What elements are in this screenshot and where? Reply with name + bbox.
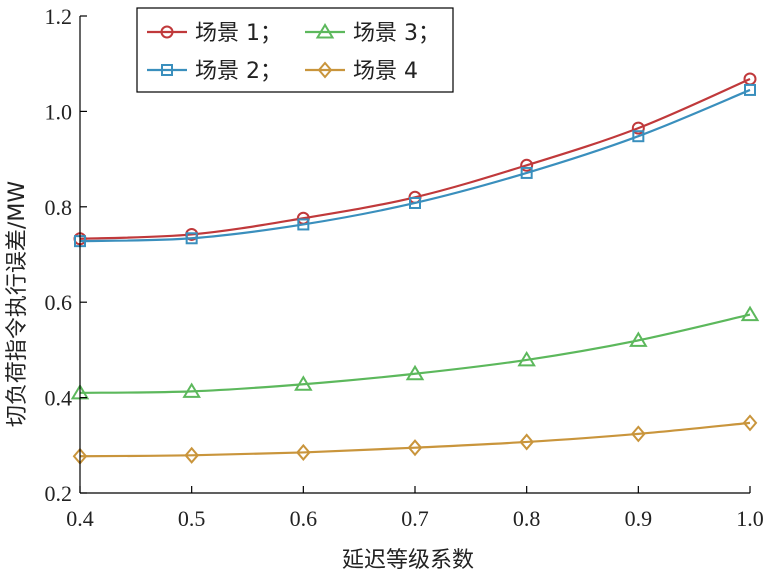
legend-item: 场景 4	[305, 59, 418, 84]
plot-area	[70, 72, 760, 465]
legend-label: 场景 4	[353, 59, 418, 84]
x-tick-label: 0.9	[625, 506, 653, 531]
data-point-diamond	[519, 433, 534, 451]
legend-marker-circle	[160, 25, 174, 39]
data-point-triangle	[629, 331, 648, 347]
axes: 0.4 0.5 0.6 0.7 0.8 0.9 1.00.20.40.60.81.01.2	[45, 4, 764, 531]
y-tick-label: 0.2	[45, 481, 73, 506]
legend-box	[136, 7, 454, 93]
y-axis-title: 切负荷指令执行误差/MW	[5, 181, 30, 427]
data-point-triangle	[405, 364, 425, 381]
series-2	[74, 83, 756, 248]
legend-label: 场景 1；	[195, 21, 282, 46]
data-point-triangle	[740, 305, 760, 322]
x-tick-label: 0.4	[66, 506, 94, 531]
data-point-diamond	[296, 443, 311, 461]
legend-label: 场景 2；	[195, 59, 282, 84]
legend-marker-square	[161, 64, 173, 76]
series-line	[79, 88, 751, 243]
series-3	[70, 305, 760, 400]
legend-marker-triangle	[315, 23, 335, 39]
data-point-square	[185, 232, 198, 245]
data-point-diamond	[184, 446, 199, 464]
y-tick-label: 0.8	[45, 195, 73, 220]
data-point-triangle	[517, 350, 536, 367]
x-tick-label: 1.0	[736, 506, 764, 531]
series-line	[79, 421, 751, 458]
data-point-square	[744, 83, 756, 96]
data-point-triangle	[182, 382, 201, 398]
legend-item: 场景 1；	[147, 21, 282, 46]
legend-item: 场景 3；	[305, 21, 440, 46]
data-point-square	[520, 166, 533, 179]
data-point-diamond	[631, 425, 646, 443]
x-tick-label: 0.5	[178, 506, 206, 531]
data-point-triangle	[294, 375, 313, 391]
legend-label: 场景 3；	[353, 21, 440, 46]
data-point-diamond	[407, 439, 423, 457]
y-tick-label: 1.0	[45, 99, 73, 124]
data-point-circle	[631, 121, 645, 135]
x-tick-label: 0.7	[401, 506, 429, 531]
legend-marker-diamond	[317, 61, 333, 79]
series-4	[72, 414, 758, 465]
x-axis-title: 延迟等级系数	[342, 548, 474, 573]
data-point-square	[632, 130, 645, 143]
legend-item: 场景 2；	[147, 59, 282, 84]
x-tick-label: 0.8	[513, 506, 541, 531]
series-line	[79, 77, 751, 240]
series-line	[79, 313, 751, 394]
x-tick-label: 0.6	[290, 506, 318, 531]
data-point-diamond	[742, 414, 758, 432]
data-point-square	[409, 196, 421, 209]
y-tick-label: 0.4	[45, 386, 73, 411]
series-1	[73, 72, 757, 246]
legend: 场景 1； 场景 2； 场景 3； 场景 4	[136, 7, 454, 93]
y-tick-label: 1.2	[45, 4, 73, 29]
data-point-square	[297, 218, 310, 231]
y-tick-label: 0.6	[45, 290, 73, 315]
data-point-circle	[520, 158, 534, 172]
